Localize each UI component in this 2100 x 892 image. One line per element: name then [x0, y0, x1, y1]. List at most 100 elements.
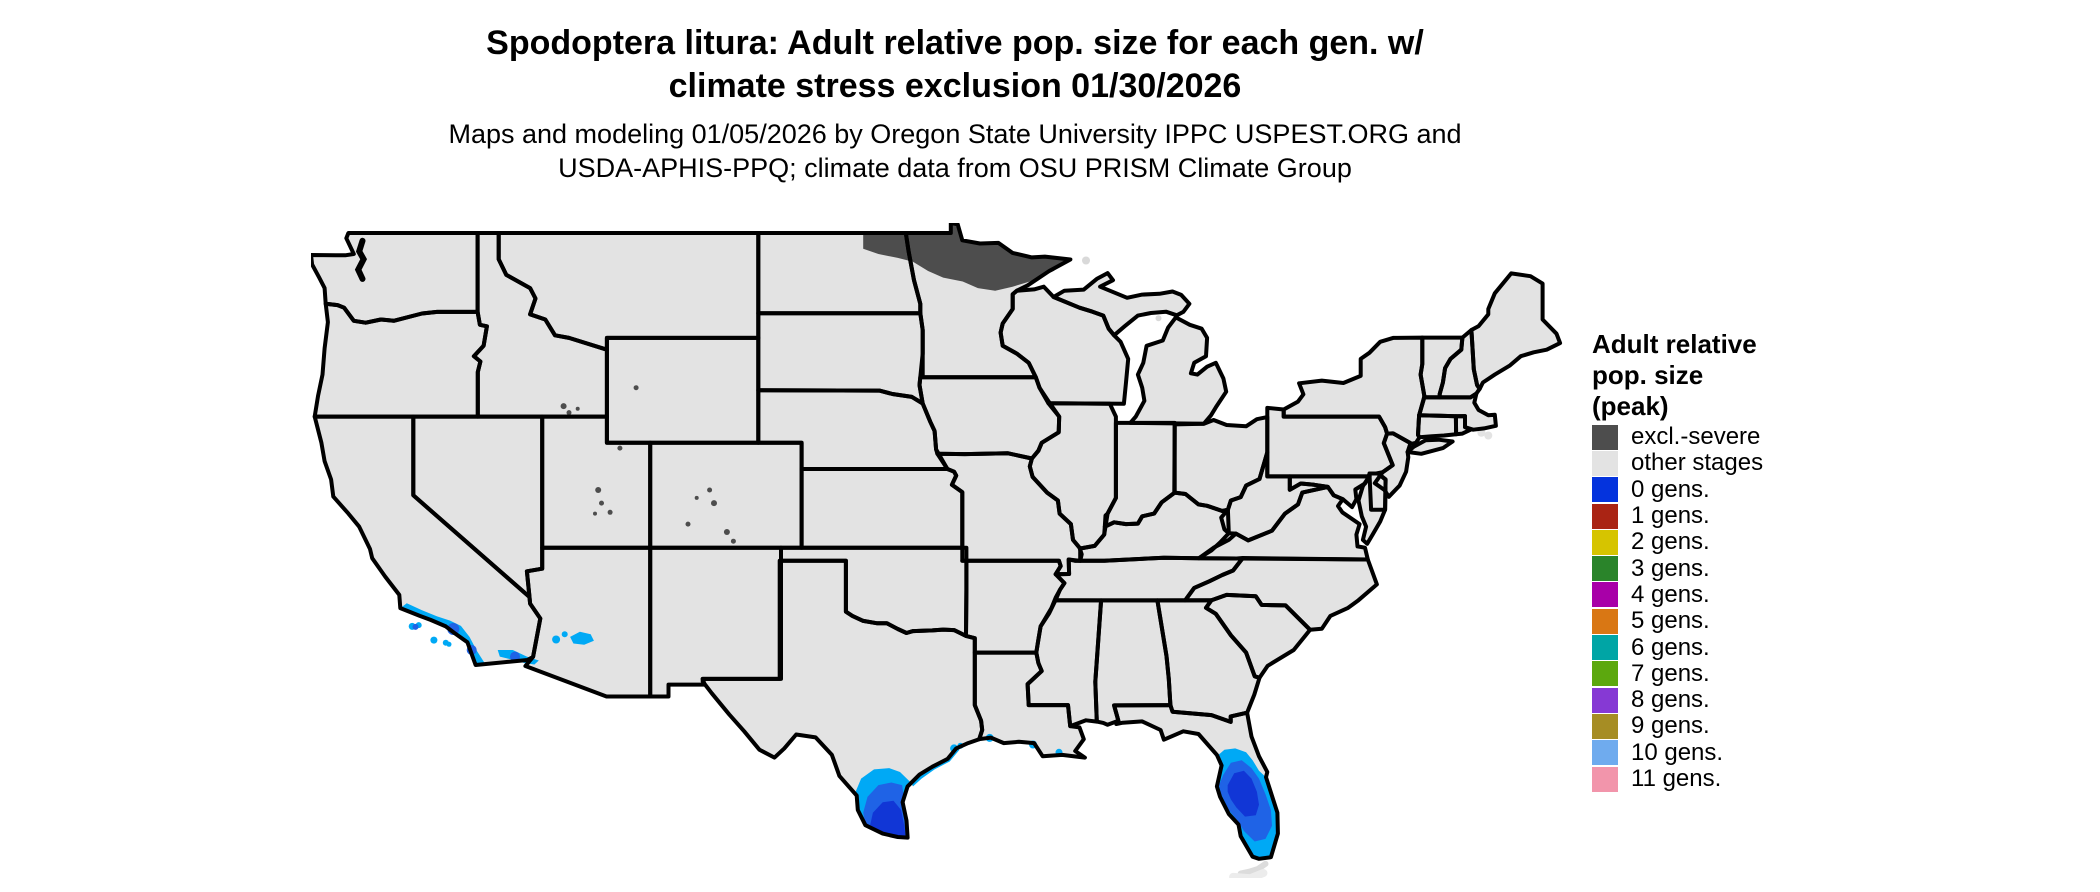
legend-swatch [1592, 424, 1618, 450]
state-mt [498, 233, 759, 350]
speck-gens [430, 636, 438, 644]
state-tx [702, 560, 983, 838]
state-nc [1185, 558, 1377, 630]
state-co [650, 442, 802, 548]
speck-gens [552, 635, 561, 644]
state-id [473, 233, 607, 417]
state-sd [758, 313, 923, 404]
state-wv [1221, 452, 1328, 541]
state-la [974, 652, 1085, 758]
speck-excl-severe [599, 500, 604, 506]
state-border-fl [1112, 703, 1280, 861]
legend-swatch [1592, 740, 1618, 766]
state-az [525, 547, 651, 697]
legend-row: other stages [1592, 450, 1912, 476]
state-border-li [1405, 437, 1455, 456]
state-tn [1055, 557, 1243, 601]
legend-row: 3 gens. [1592, 554, 1912, 582]
state-miL [1130, 317, 1227, 424]
puget-sound [354, 237, 368, 282]
state-li [1407, 439, 1453, 454]
legend-swatch [1592, 687, 1618, 713]
state-border-me [1469, 271, 1563, 391]
speck-excl-severe [617, 445, 623, 451]
speck-excl-severe [730, 538, 736, 544]
state-wy [606, 337, 759, 443]
overlay-gen_deep [1227, 770, 1259, 817]
state-wi [1000, 286, 1129, 404]
keys-shadow [1229, 869, 1268, 878]
legend-label: 9 gens. [1631, 712, 1710, 740]
speck-excl-severe [707, 487, 713, 493]
legend-swatch [1592, 635, 1618, 661]
speck-excl-severe [595, 487, 602, 493]
state-nv [413, 416, 543, 597]
state-ky [1075, 492, 1229, 561]
state-border-miU [1051, 271, 1192, 338]
legend-swatch [1592, 766, 1618, 792]
state-ma [1419, 393, 1496, 430]
state-border-tx [700, 558, 985, 840]
speck-excl-severe [593, 511, 597, 516]
legend-label: 3 gens. [1631, 554, 1710, 582]
legend-row: 6 gens. [1592, 633, 1912, 661]
speck-gens [446, 641, 452, 647]
state-border-ct [1416, 413, 1459, 440]
speck-gens [561, 631, 568, 638]
state-sc [1206, 594, 1311, 678]
legend-label: 1 gens. [1631, 502, 1710, 530]
state-border-miL [1128, 315, 1229, 426]
legend-label: 10 gens. [1631, 738, 1724, 766]
legend-row: 7 gens. [1592, 660, 1912, 687]
legend-row: 2 gens. [1592, 529, 1912, 555]
isle-royale [1082, 256, 1090, 265]
legend: Adult relative pop. size (peak) excl.-se… [1592, 329, 1912, 792]
speck-gens-mid [412, 623, 419, 630]
state-ca [314, 416, 541, 665]
speck-excl-severe [723, 529, 730, 535]
legend-label: 2 gens. [1631, 528, 1710, 556]
legend-row: 8 gens. [1592, 687, 1912, 713]
legend-swatch [1592, 529, 1618, 555]
overlay-gen_cyan [570, 631, 594, 645]
state-ms [1027, 600, 1102, 727]
subtitle-line-2: USDA-APHIS-PPQ; climate data from OSU PR… [558, 153, 1352, 183]
legend-swatch [1592, 661, 1618, 687]
legend-rows: excl.-severe other stages 0 gens. 1 gens. 2 … [1592, 424, 1912, 792]
state-il [1029, 403, 1116, 549]
lake-island [1155, 315, 1162, 322]
legend-row: excl.-severe [1592, 424, 1912, 450]
legend-row: 9 gens. [1592, 713, 1912, 739]
state-mo [937, 453, 1082, 575]
state-ut [542, 416, 651, 548]
island [1484, 431, 1493, 440]
speck-excl-severe [575, 406, 580, 411]
speck-excl-severe [685, 521, 691, 527]
state-nm [650, 547, 781, 697]
state-or [314, 303, 487, 417]
legend-label: 6 gens. [1631, 633, 1710, 661]
legend-row: 1 gens. [1592, 503, 1912, 529]
state-al [1095, 600, 1171, 725]
state-ct [1418, 415, 1457, 438]
state-va [1198, 486, 1368, 560]
speck-excl-severe [633, 385, 639, 391]
title-line-2: climate stress exclusion 01/30/2026 [668, 67, 1242, 105]
overlay-excl_severe [863, 223, 1069, 291]
state-me [1471, 273, 1561, 389]
legend-label: 4 gens. [1631, 580, 1710, 608]
speck-excl-severe [711, 500, 717, 507]
state-ny [1283, 337, 1425, 445]
legend-title-line: (peak) [1592, 391, 1669, 421]
legend-swatch [1592, 450, 1618, 476]
state-border-ri [1453, 414, 1473, 437]
us-map [311, 223, 1563, 878]
state-ga [1157, 600, 1260, 722]
figure-subtitle: Maps and modeling 01/05/2026 by Oregon S… [0, 117, 1910, 185]
legend-label: 11 gens. [1631, 765, 1722, 792]
state-vt [1420, 337, 1463, 398]
speck-excl-severe [694, 495, 699, 500]
speck-excl-severe [607, 509, 613, 515]
legend-row: 0 gens. [1592, 476, 1912, 503]
